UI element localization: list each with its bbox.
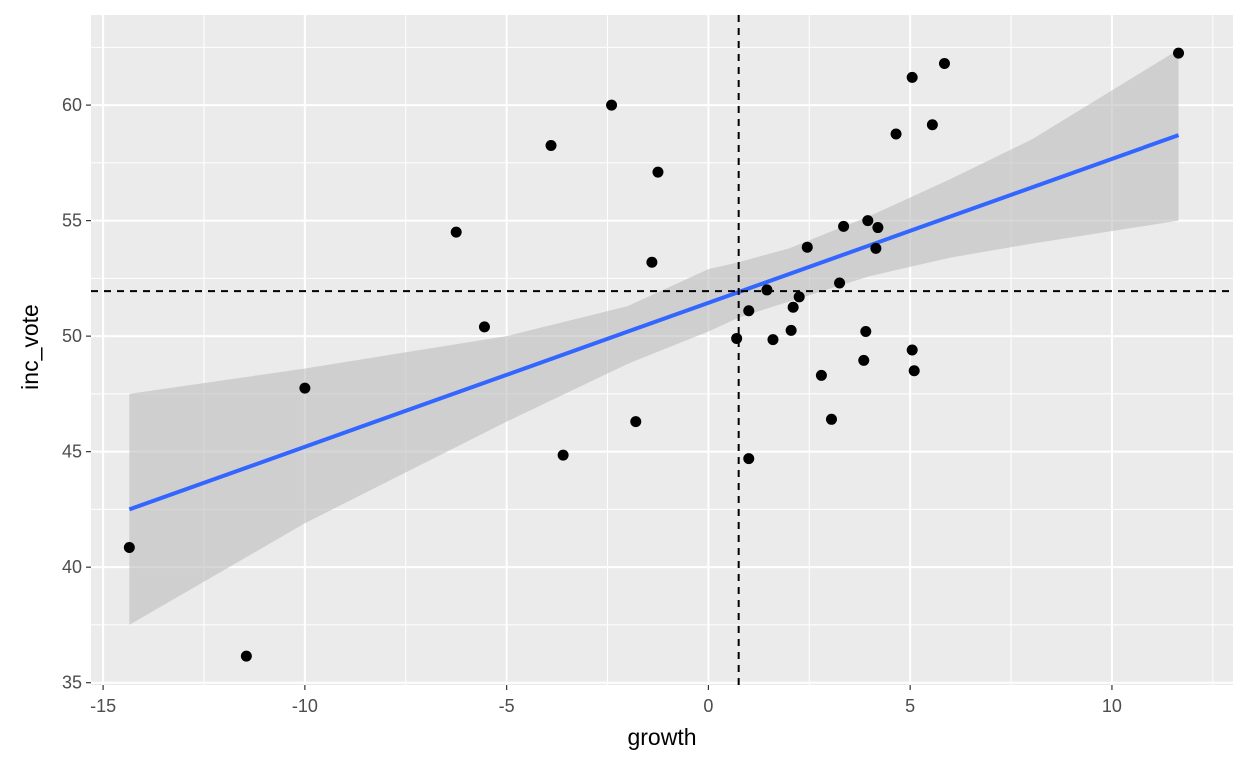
confidence-band	[129, 49, 1179, 625]
data-point	[938, 58, 950, 70]
data-point	[545, 140, 557, 152]
data-point	[478, 321, 490, 333]
data-point	[767, 334, 779, 346]
data-point	[299, 382, 311, 394]
data-point	[793, 291, 805, 303]
x-tick-label: -5	[499, 696, 515, 716]
y-tick-label: 40	[62, 557, 82, 577]
y-axis-ticks: 35 40 45 50 55 60	[62, 95, 91, 693]
y-tick-label: 50	[62, 326, 82, 346]
data-point	[890, 128, 902, 140]
y-axis-title: inc_vote	[17, 304, 43, 390]
data-point	[743, 453, 755, 465]
y-tick-label: 60	[62, 95, 82, 115]
data-point	[926, 119, 938, 131]
data-point	[731, 332, 743, 344]
data-point	[870, 242, 882, 254]
data-point	[743, 305, 755, 317]
data-point	[646, 256, 658, 268]
x-tick-label: 10	[1102, 696, 1122, 716]
data-point	[858, 354, 870, 366]
data-point	[606, 99, 618, 111]
y-tick-label: 35	[62, 673, 82, 693]
data-point	[787, 301, 799, 313]
y-tick-label: 45	[62, 442, 82, 462]
y-tick-label: 55	[62, 211, 82, 231]
data-point	[123, 542, 135, 554]
data-point	[906, 71, 918, 83]
data-point	[906, 344, 918, 356]
data-point	[825, 413, 837, 425]
data-point	[630, 416, 642, 428]
data-point	[1173, 47, 1185, 59]
data-point	[834, 277, 846, 289]
x-tick-label: -15	[90, 696, 116, 716]
x-tick-label: 0	[703, 696, 713, 716]
data-point	[815, 369, 827, 381]
data-point	[761, 284, 773, 296]
x-axis-title: growth	[627, 724, 696, 750]
data-points	[123, 47, 1185, 662]
x-axis-ticks: -15 -10 -5 0 5 10	[90, 685, 1122, 716]
x-tick-label: -10	[292, 696, 318, 716]
data-point	[801, 241, 813, 253]
data-point	[872, 222, 884, 234]
x-tick-label: 5	[905, 696, 915, 716]
data-point	[785, 324, 797, 336]
data-point	[450, 226, 462, 238]
regression-line	[128, 133, 1180, 512]
data-point	[838, 220, 850, 232]
data-point	[557, 449, 569, 461]
data-point	[652, 166, 664, 178]
data-point	[860, 326, 872, 338]
data-point	[908, 365, 920, 377]
data-point	[240, 650, 252, 662]
data-point	[862, 215, 874, 227]
